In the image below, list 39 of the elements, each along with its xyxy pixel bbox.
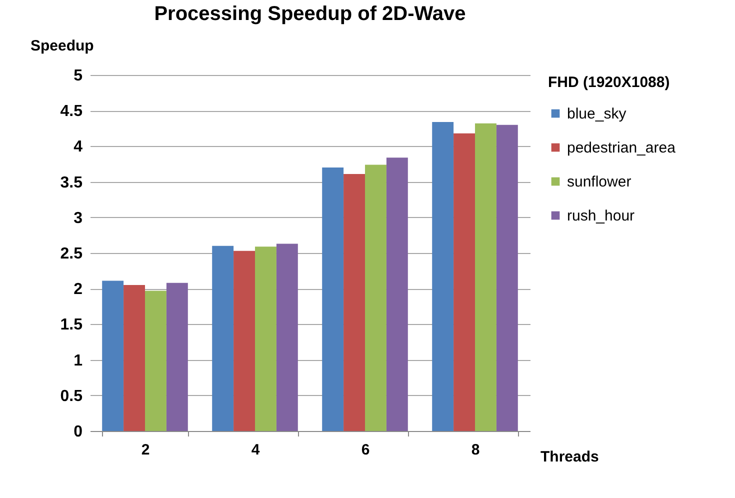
bar [102,280,124,431]
y-tick-label: 3 [74,210,83,227]
bar [496,124,518,431]
bar [432,122,454,431]
y-axis-title: Speedup [30,38,94,54]
y-tick-label: 5 [74,68,83,84]
bar [386,158,408,431]
bar [145,290,166,431]
bar [344,174,365,431]
y-tick-label: 4 [74,138,83,156]
x-tick-label: 2 [141,442,150,458]
x-tick-label: 8 [471,442,480,458]
y-tick-label: 1.5 [60,316,83,334]
y-tick-label: 2 [74,281,83,298]
y-tick-label: 2.5 [60,246,83,262]
bar [212,246,234,431]
bar [475,123,496,431]
bar [454,133,475,431]
y-tick-label: 0 [74,424,83,440]
y-tick-label: 3.5 [60,174,83,192]
legend-title: FHD (1920X1088) [548,74,670,91]
bar [124,285,145,431]
y-tick-label: 0.5 [60,388,83,405]
x-tick-label: 4 [251,442,260,458]
chart-title: Processing Speedup of 2D-Wave [154,3,466,25]
bar [322,168,344,431]
y-tick-label: 1 [74,352,83,370]
bar [166,282,188,431]
x-tick-label: 6 [361,442,370,458]
legend-label: rush_hour [567,208,635,224]
legend-label: sunflower [567,174,632,190]
legend-label: blue_sky [567,106,627,122]
bar [234,250,255,431]
bar [365,164,386,431]
bar [276,244,298,431]
legend-label: pedestrian_area [567,140,676,156]
bar [255,246,276,431]
y-tick-label: 4.5 [60,103,83,120]
x-axis-title: Threads [540,448,599,466]
